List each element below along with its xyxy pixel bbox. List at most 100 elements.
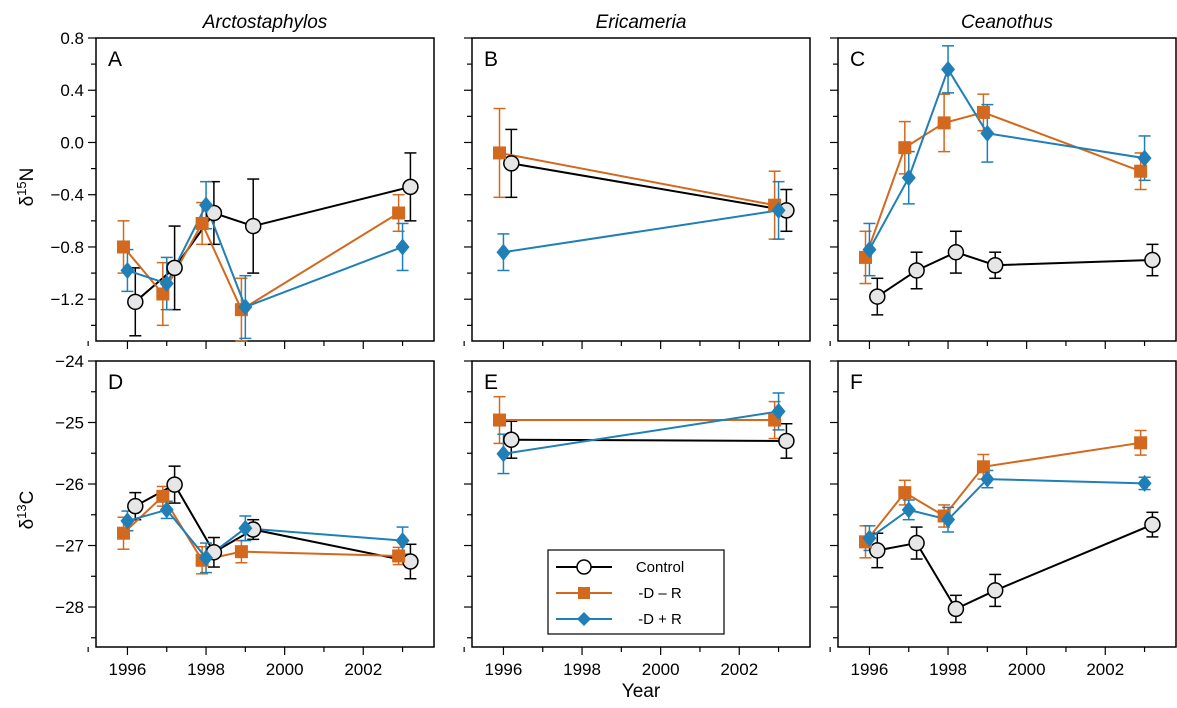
markers-control: [503, 155, 795, 219]
data-point: [238, 519, 253, 537]
series-d-minus-r: [493, 107, 781, 240]
y-tick-label: −0.4: [50, 186, 84, 205]
markers-d-minus-r: [117, 206, 406, 317]
markers-d-plus-r: [862, 60, 1152, 259]
data-point: [898, 141, 912, 155]
x-tick-label: 1998: [929, 660, 967, 679]
y-tick-label: 0.4: [60, 81, 84, 100]
chart-panels: 0.8 0.4 0.0 −0.4 −0.8 −1.2 A B C 1996 1998 2000 2002…: [50, 29, 1177, 679]
series-d-minus-r: [117, 193, 405, 342]
series-line: [868, 67, 1145, 251]
plot-frame: [837, 37, 1177, 342]
data-point: [1144, 516, 1161, 533]
data-point: [127, 497, 144, 515]
data-point: [496, 445, 511, 463]
data-point: [402, 553, 419, 570]
y-tick-label: −25: [55, 414, 84, 433]
data-point: [120, 261, 135, 279]
data-point: [1144, 251, 1161, 269]
series-control: [871, 511, 1159, 624]
legend-marker-minus-d-plus-r: [577, 612, 591, 626]
series-d-plus-r: [497, 392, 785, 475]
plot-frame: [471, 37, 811, 342]
markers-d-plus-r: [862, 470, 1152, 547]
data-point: [166, 259, 183, 277]
data-point: [392, 549, 406, 563]
x-tick-label: 2000: [642, 660, 680, 679]
y-tick-label: −24: [55, 352, 84, 371]
data-point: [496, 243, 511, 261]
plot-frame: [837, 360, 1177, 648]
legend-marker-control: [576, 559, 592, 575]
series-line: [864, 111, 1141, 258]
column-title-ceanothus: Ceanothus: [961, 12, 1053, 33]
data-point: [234, 545, 248, 559]
data-point: [869, 542, 886, 559]
x-tick-label: 2002: [1086, 660, 1124, 679]
markers-d-plus-r: [120, 196, 410, 316]
data-point: [771, 201, 786, 219]
y-axis-title-d15n: δ15N: [14, 168, 39, 207]
data-point: [941, 511, 956, 529]
x-tick-label: 2000: [266, 660, 304, 679]
column-title-ericameria: Ericameria: [596, 12, 687, 33]
data-point: [244, 217, 262, 235]
markers-control: [127, 476, 419, 570]
data-point: [947, 600, 965, 618]
data-point: [986, 257, 1004, 274]
panel-d: 1996 1998 2000 2002 −24 −25 −26 −27 −28 D: [55, 352, 435, 679]
y-tick-label: −1.2: [50, 290, 84, 309]
series-d-plus-r: [121, 180, 409, 340]
data-point: [976, 460, 990, 474]
y-tick-label: 0.8: [60, 29, 84, 48]
markers-control: [869, 243, 1161, 305]
x-tick-label: 2002: [720, 660, 758, 679]
y-tick-label: −27: [55, 537, 84, 556]
panel-letter: F: [850, 371, 863, 394]
x-tick-label: 2002: [344, 660, 382, 679]
series-line: [499, 151, 775, 207]
data-point: [117, 526, 131, 540]
legend-label-minus-d-minus-r: -D – R: [638, 585, 682, 602]
x-tick-label: 1996: [851, 660, 889, 679]
data-point: [908, 262, 925, 279]
data-point: [493, 146, 507, 160]
panel-c: C: [829, 37, 1177, 349]
series-line: [503, 209, 779, 254]
data-point: [947, 243, 965, 261]
data-point: [908, 534, 925, 552]
panel-letter: E: [484, 371, 498, 394]
data-point: [937, 116, 951, 130]
plot-frame: [95, 37, 435, 342]
y-tick-label: −0.8: [50, 238, 84, 257]
data-point: [395, 532, 410, 550]
data-point: [120, 512, 135, 530]
data-point: [986, 582, 1004, 599]
y-tick-label: −28: [55, 598, 84, 617]
data-point: [392, 206, 406, 220]
data-point: [127, 293, 144, 311]
markers-d-plus-r: [496, 402, 786, 463]
data-point: [862, 529, 877, 547]
legend-marker-minus-d-minus-r: [578, 587, 590, 599]
markers-control: [869, 516, 1161, 618]
data-point: [159, 275, 174, 293]
data-point: [898, 486, 912, 500]
series-d-plus-r: [863, 45, 1151, 277]
series-control: [129, 152, 417, 337]
legend-entry-control: Control: [556, 559, 684, 576]
data-point: [1134, 436, 1148, 450]
data-point: [166, 476, 183, 493]
panel-letter: C: [850, 48, 865, 71]
data-point: [493, 413, 507, 427]
data-point: [771, 402, 786, 420]
markers-control: [503, 431, 795, 450]
data-point: [976, 105, 990, 119]
data-point: [159, 501, 174, 519]
x-axis-title: Year: [622, 681, 661, 702]
data-point: [503, 431, 520, 448]
data-point: [778, 432, 795, 450]
markers-d-plus-r: [120, 501, 410, 567]
x-tick-label: 1998: [187, 660, 225, 679]
data-point: [862, 241, 877, 259]
